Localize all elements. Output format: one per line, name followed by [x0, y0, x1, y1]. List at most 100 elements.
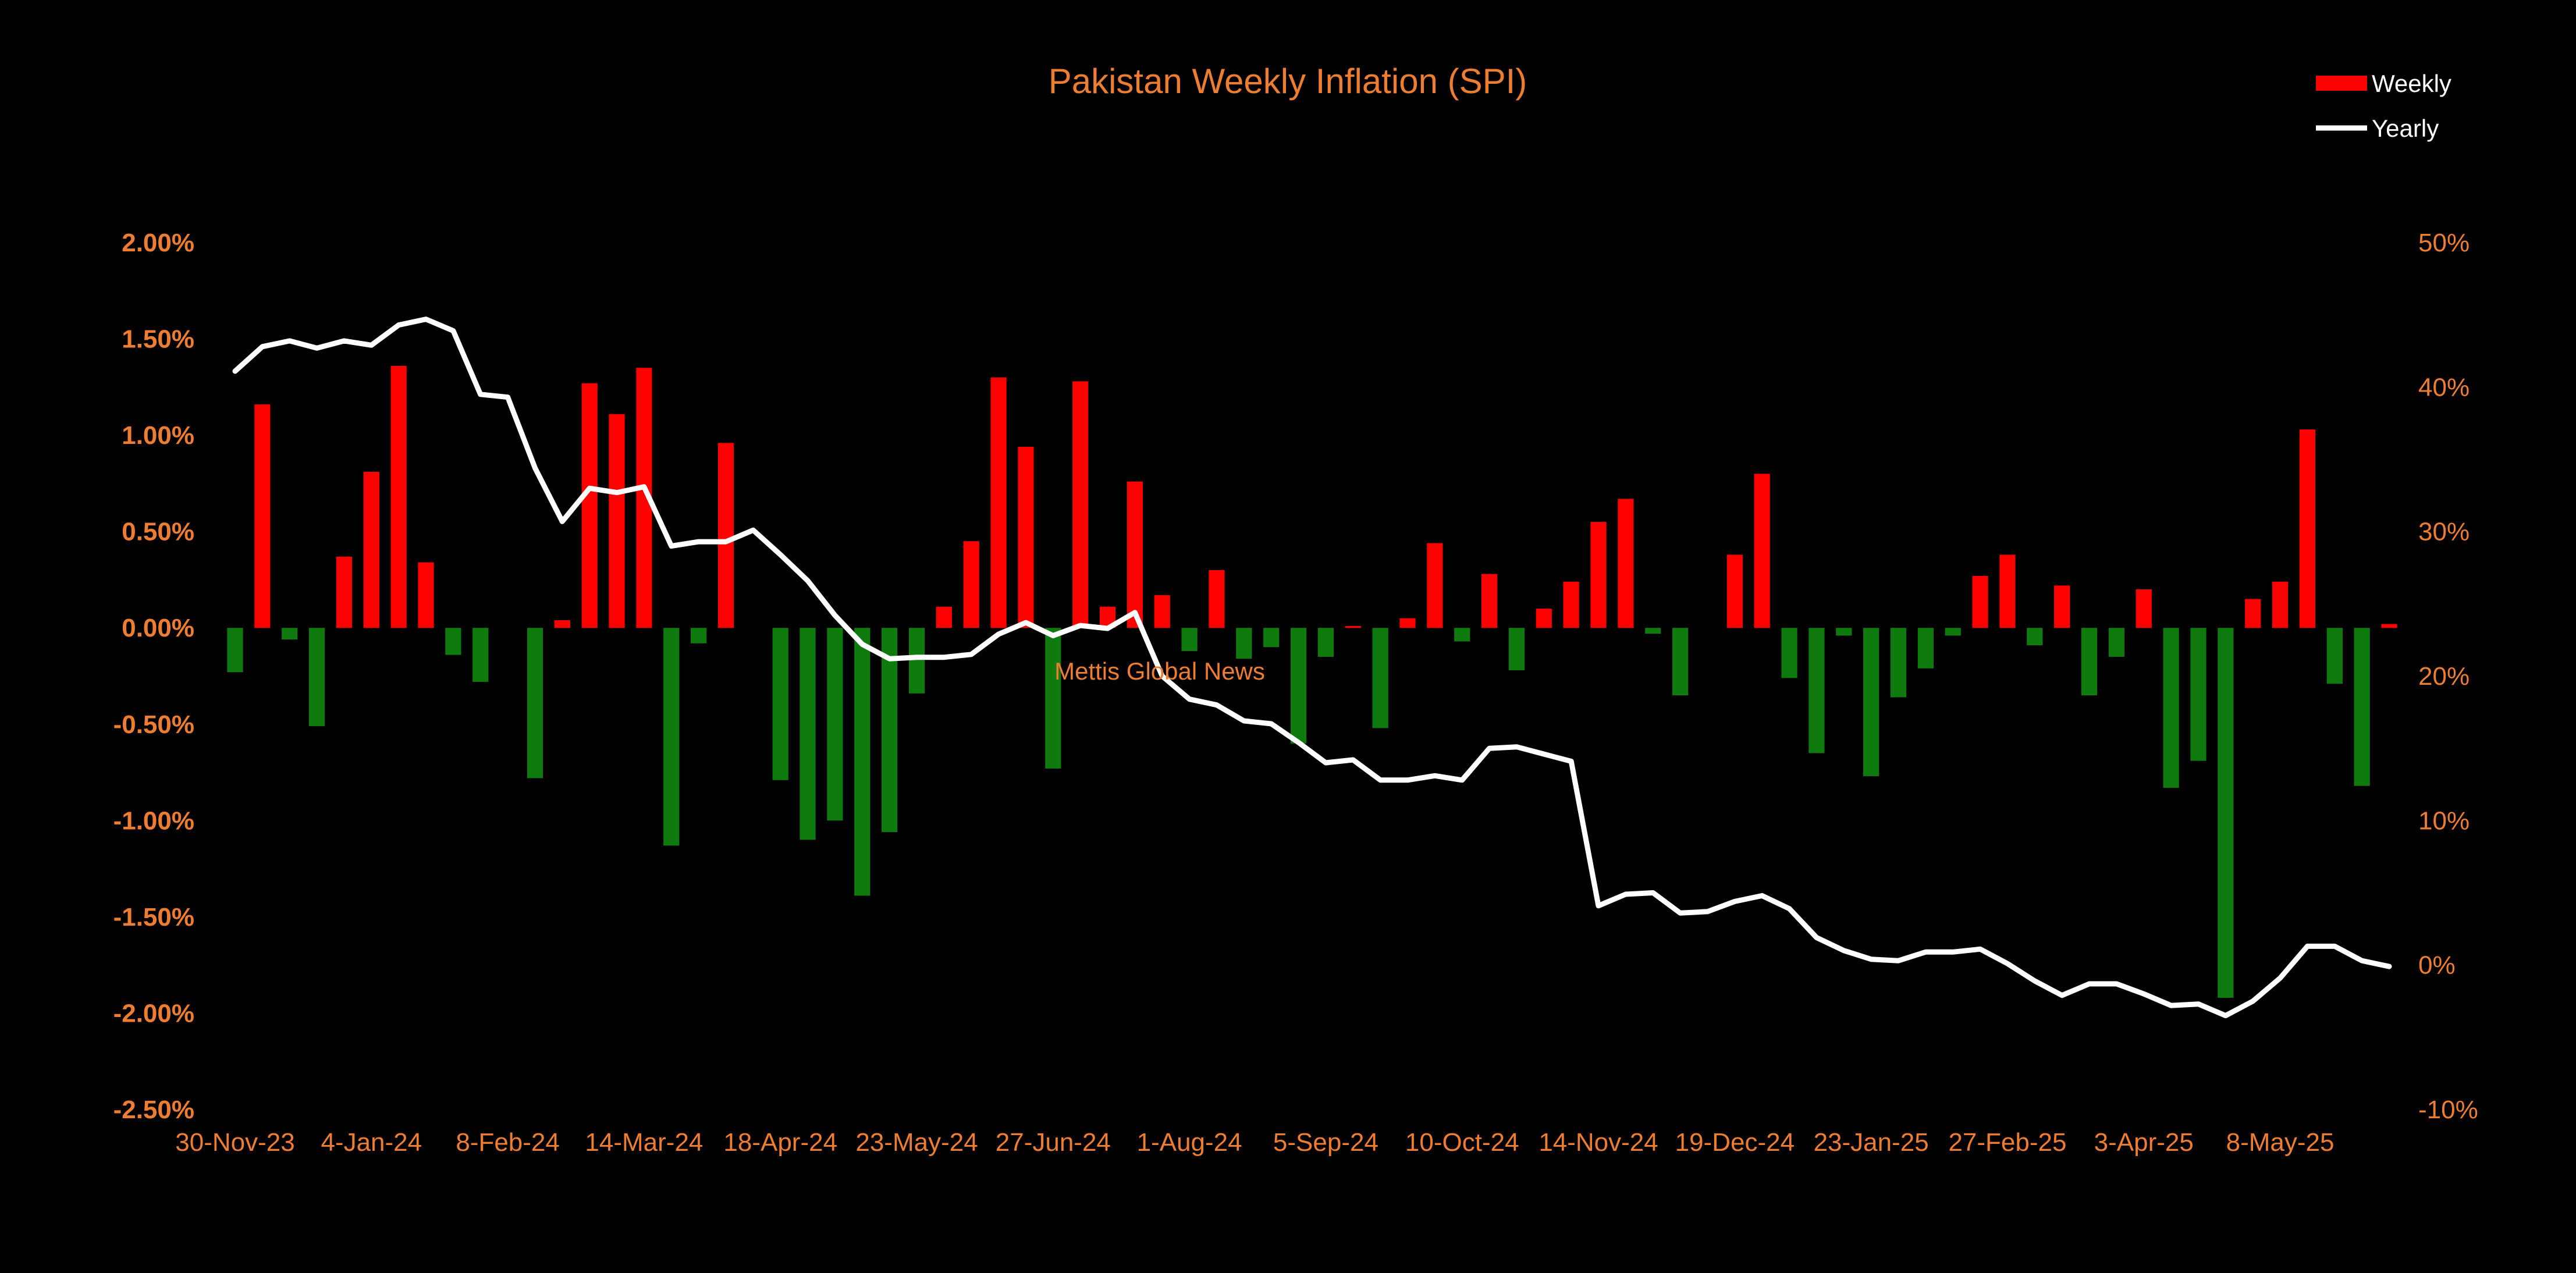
weekly-bar — [390, 365, 407, 628]
right-axis-ticks: 50% 40% 30% 20% 10% 0% -10% — [2418, 229, 2478, 1124]
watermark: Mettis Global News — [1054, 657, 1265, 685]
weekly-bar — [2272, 581, 2289, 628]
left-axis-tick-label: 0.00% — [122, 614, 194, 642]
yearly-line-group — [232, 317, 2392, 1019]
legend-weekly-label: Weekly — [2372, 70, 2451, 97]
weekly-bar — [854, 628, 870, 896]
right-axis-tick-label: 30% — [2418, 518, 2470, 546]
weekly-bar — [717, 443, 734, 628]
right-axis-tick-label: 20% — [2418, 662, 2470, 691]
weekly-bar — [1317, 628, 1334, 657]
weekly-bar — [1481, 574, 1498, 628]
x-axis-tick-label: 10-Oct-24 — [1405, 1128, 1519, 1157]
weekly-bar — [2108, 628, 2124, 657]
weekly-bar — [691, 628, 707, 643]
weekly-bar — [1672, 628, 1689, 696]
weekly-bar — [1808, 628, 1825, 753]
x-axis-tick-label: 4-Jan-24 — [321, 1128, 422, 1157]
weekly-bar — [1781, 628, 1797, 678]
x-axis-tick-label: 23-May-24 — [855, 1128, 978, 1157]
x-axis-tick-label: 19-Dec-24 — [1675, 1128, 1795, 1157]
x-axis-tick-label: 23-Jan-25 — [1814, 1128, 1929, 1157]
left-axis-tick-label: 1.50% — [122, 325, 194, 354]
weekly-bar — [2299, 429, 2316, 628]
left-axis-tick-label: -2.00% — [113, 999, 194, 1027]
weekly-bar — [2027, 628, 2043, 646]
weekly-bar — [581, 383, 598, 628]
weekly-bar — [936, 606, 952, 628]
weekly-bar — [1427, 543, 1443, 628]
weekly-bar — [227, 628, 243, 673]
weekly-bar — [282, 628, 298, 640]
x-axis-tick-label: 8-Feb-24 — [456, 1128, 560, 1157]
right-axis-tick-label: -10% — [2418, 1096, 2478, 1124]
x-axis-ticks: 30-Nov-23 4-Jan-24 8-Feb-24 14-Mar-24 18-Apr… — [175, 1128, 2334, 1157]
weekly-bar — [1999, 554, 2016, 628]
weekly-bar — [445, 628, 461, 655]
weekly-bar — [1263, 628, 1280, 648]
left-axis-tick-label: 1.00% — [122, 421, 194, 450]
x-axis-tick-label: 14-Nov-24 — [1539, 1128, 1658, 1157]
yearly-line — [232, 317, 2392, 1019]
weekly-bar — [1345, 625, 1361, 628]
legend-yearly-label: Yearly — [2372, 115, 2439, 142]
weekly-bar — [1890, 628, 1907, 698]
weekly-bar — [2190, 628, 2207, 761]
weekly-bar — [1236, 628, 1252, 659]
weekly-bar — [2245, 599, 2261, 628]
left-axis-ticks: 2.00% 1.50% 1.00% 0.50% 0.00% -0.50% -1.00% -1.… — [113, 229, 194, 1124]
chart-title: Pakistan Weekly Inflation (SPI) — [1049, 62, 1527, 101]
x-axis-tick-label: 5-Sep-24 — [1273, 1128, 1378, 1157]
weekly-bar — [882, 628, 898, 833]
weekly-bar — [2381, 624, 2397, 628]
weekly-bar — [2218, 628, 2234, 998]
x-axis-tick-label: 27-Jun-24 — [996, 1128, 1111, 1157]
weekly-bar — [2136, 589, 2152, 628]
weekly-bar — [308, 628, 325, 727]
right-axis-tick-label: 10% — [2418, 806, 2470, 835]
weekly-bar — [609, 414, 625, 628]
x-axis-tick-label: 14-Mar-24 — [585, 1128, 703, 1157]
weekly-bar — [908, 628, 925, 694]
weekly-bar — [800, 628, 816, 840]
x-axis-tick-label: 1-Aug-24 — [1137, 1128, 1242, 1157]
weekly-bar — [1181, 628, 1198, 651]
weekly-bar — [1045, 628, 1061, 769]
weekly-bar — [1590, 522, 1607, 628]
weekly-bar — [336, 556, 353, 628]
left-axis-tick-label: -2.50% — [113, 1096, 194, 1124]
weekly-bar — [1563, 581, 1579, 628]
weekly-bar — [990, 377, 1007, 628]
weekly-bar — [472, 628, 489, 682]
weekly-bar — [1399, 618, 1416, 628]
x-axis-tick-label: 18-Apr-24 — [723, 1128, 837, 1157]
weekly-bar — [1618, 499, 1634, 628]
left-axis-tick-label: 0.50% — [122, 518, 194, 546]
weekly-bar — [1863, 628, 1879, 777]
weekly-bar — [772, 628, 788, 780]
x-axis-tick-label: 8-May-25 — [2226, 1128, 2335, 1157]
weekly-bar — [1018, 446, 1034, 628]
weekly-bar — [827, 628, 843, 821]
weekly-bar — [1372, 628, 1388, 728]
weekly-bar — [418, 562, 434, 628]
weekly-bar — [1917, 628, 1934, 668]
weekly-bar — [2163, 628, 2179, 788]
x-axis-tick-label: 3-Apr-25 — [2094, 1128, 2194, 1157]
left-axis-tick-label: -1.50% — [113, 903, 194, 931]
legend-weekly-swatch — [2316, 76, 2367, 91]
weekly-bar — [1536, 609, 1552, 628]
legend: Weekly Yearly — [2316, 70, 2451, 142]
weekly-bar — [2354, 628, 2370, 786]
weekly-bar — [1290, 628, 1307, 744]
right-axis-tick-label: 50% — [2418, 229, 2470, 257]
weekly-bar — [554, 620, 570, 628]
weekly-bar — [2054, 585, 2070, 628]
weekly-bar — [363, 472, 379, 628]
weekly-bar — [1972, 575, 1988, 628]
weekly-bar — [254, 404, 271, 628]
weekly-bar — [1454, 628, 1470, 642]
x-axis-tick-label: 27-Feb-25 — [1948, 1128, 2066, 1157]
